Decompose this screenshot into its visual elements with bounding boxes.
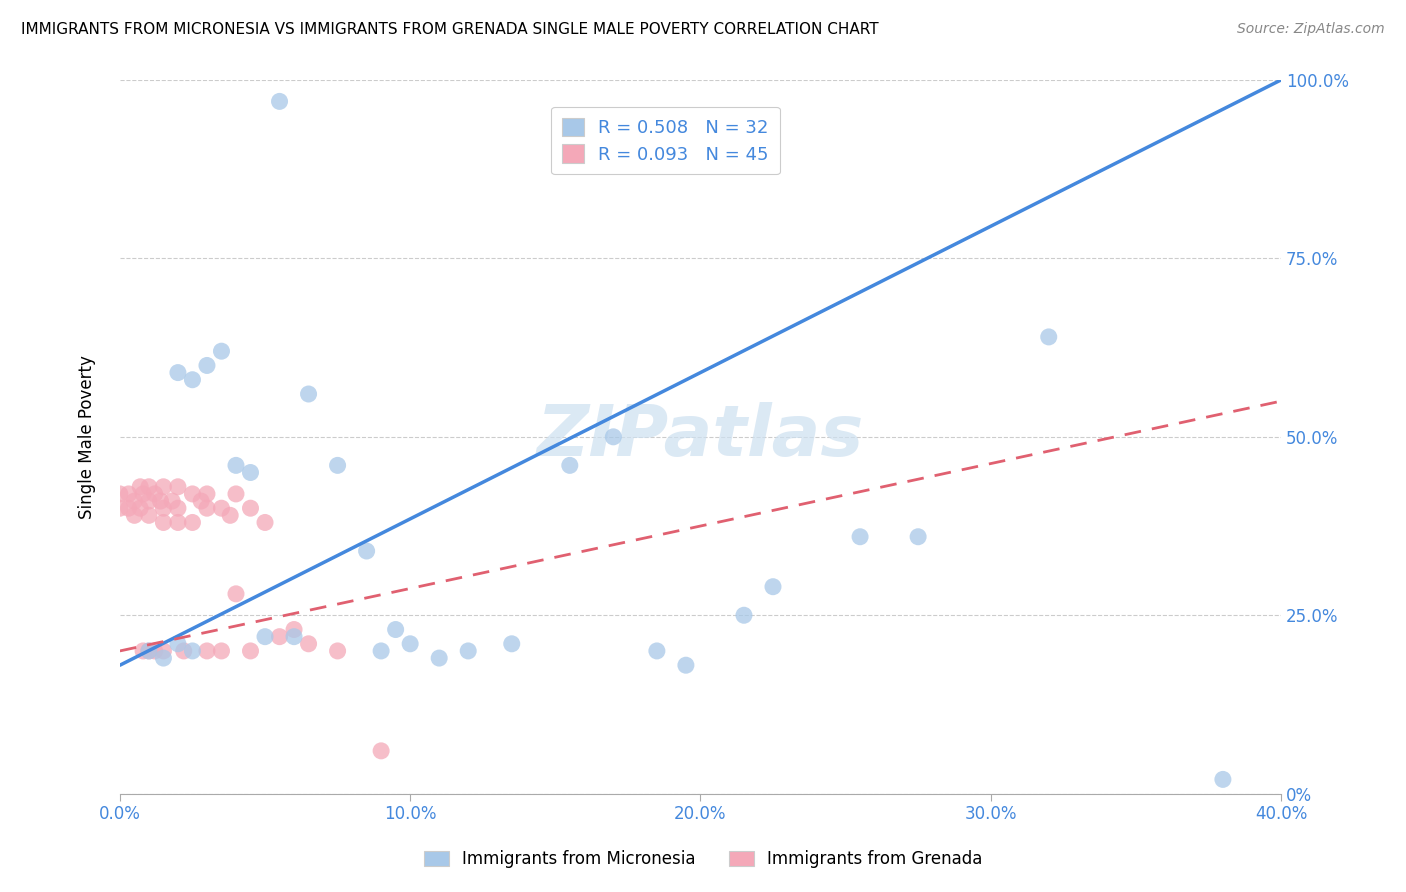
Text: IMMIGRANTS FROM MICRONESIA VS IMMIGRANTS FROM GRENADA SINGLE MALE POVERTY CORREL: IMMIGRANTS FROM MICRONESIA VS IMMIGRANTS… xyxy=(21,22,879,37)
Point xyxy=(762,580,785,594)
Point xyxy=(211,501,233,516)
Point xyxy=(190,494,212,508)
Point xyxy=(108,487,131,501)
Point xyxy=(195,359,218,373)
Point xyxy=(225,487,247,501)
Point xyxy=(253,630,276,644)
Point xyxy=(645,644,668,658)
Point xyxy=(1038,330,1060,344)
Point xyxy=(283,623,305,637)
Point xyxy=(219,508,242,523)
Point xyxy=(124,494,146,508)
Point xyxy=(225,458,247,473)
Point xyxy=(181,516,204,530)
Point xyxy=(297,387,319,401)
Point xyxy=(558,458,581,473)
Point xyxy=(124,508,146,523)
Point xyxy=(501,637,523,651)
Point xyxy=(907,530,929,544)
Legend: R = 0.508   N = 32, R = 0.093   N = 45: R = 0.508 N = 32, R = 0.093 N = 45 xyxy=(551,107,780,175)
Point xyxy=(108,501,131,516)
Point xyxy=(132,487,155,501)
Point xyxy=(733,608,755,623)
Point xyxy=(152,651,174,665)
Point xyxy=(181,487,204,501)
Point xyxy=(167,366,190,380)
Point xyxy=(269,95,291,109)
Point xyxy=(195,501,218,516)
Point xyxy=(384,623,406,637)
Point xyxy=(167,501,190,516)
Point xyxy=(181,644,204,658)
Point xyxy=(326,458,349,473)
Point xyxy=(152,644,174,658)
Point xyxy=(143,644,166,658)
Point xyxy=(1212,772,1234,787)
Point xyxy=(138,494,160,508)
Point xyxy=(149,494,172,508)
Point xyxy=(195,487,218,501)
Point xyxy=(138,508,160,523)
Point xyxy=(297,637,319,651)
Point xyxy=(283,630,305,644)
Point xyxy=(129,480,152,494)
Point xyxy=(167,637,190,651)
Point xyxy=(181,373,204,387)
Text: ZIPatlas: ZIPatlas xyxy=(537,402,865,471)
Point xyxy=(239,501,262,516)
Y-axis label: Single Male Poverty: Single Male Poverty xyxy=(79,355,96,519)
Text: Source: ZipAtlas.com: Source: ZipAtlas.com xyxy=(1237,22,1385,37)
Point xyxy=(239,644,262,658)
Point xyxy=(370,744,392,758)
Point xyxy=(269,630,291,644)
Point xyxy=(160,494,183,508)
Point xyxy=(152,516,174,530)
Point xyxy=(225,587,247,601)
Point xyxy=(117,501,139,516)
Point xyxy=(129,501,152,516)
Point xyxy=(132,644,155,658)
Point xyxy=(167,516,190,530)
Point xyxy=(356,544,378,558)
Point xyxy=(457,644,479,658)
Point xyxy=(253,516,276,530)
Point xyxy=(211,344,233,359)
Point xyxy=(167,480,190,494)
Legend: Immigrants from Micronesia, Immigrants from Grenada: Immigrants from Micronesia, Immigrants f… xyxy=(418,844,988,875)
Point xyxy=(239,466,262,480)
Point xyxy=(427,651,450,665)
Point xyxy=(370,644,392,658)
Point xyxy=(173,644,195,658)
Point xyxy=(211,644,233,658)
Point xyxy=(326,644,349,658)
Point xyxy=(195,644,218,658)
Point xyxy=(117,487,139,501)
Point xyxy=(138,644,160,658)
Point xyxy=(152,480,174,494)
Point xyxy=(675,658,697,673)
Point xyxy=(152,501,174,516)
Point xyxy=(138,644,160,658)
Point xyxy=(138,480,160,494)
Point xyxy=(143,487,166,501)
Point xyxy=(602,430,624,444)
Point xyxy=(399,637,422,651)
Point xyxy=(849,530,872,544)
